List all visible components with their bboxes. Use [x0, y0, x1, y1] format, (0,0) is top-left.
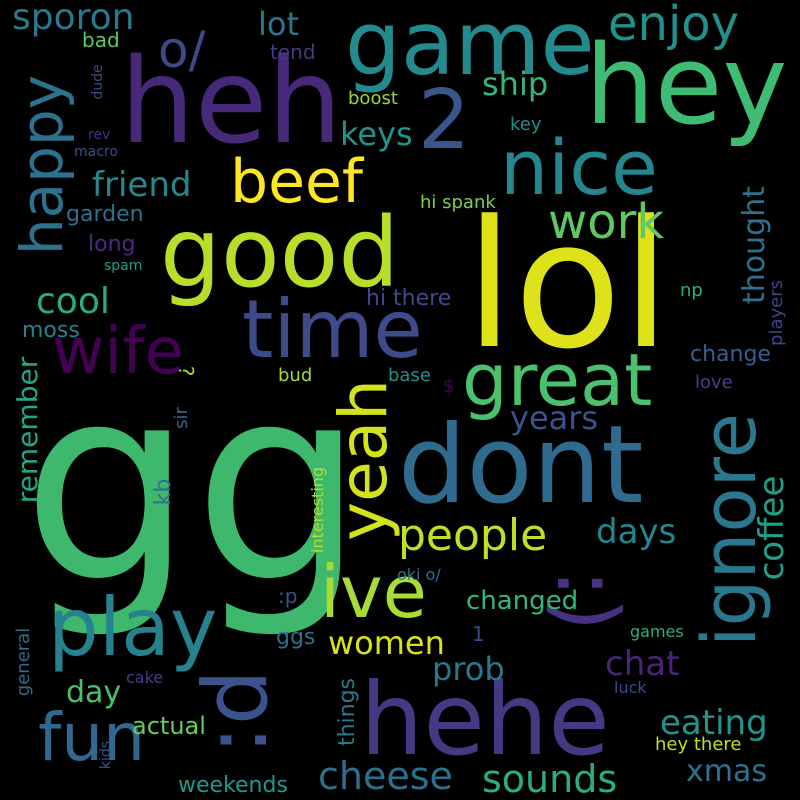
word-cake: cake [126, 668, 164, 687]
word-hey-there: hey there [655, 734, 742, 755]
word-friend: friend [92, 165, 192, 205]
word-lot: lot [258, 5, 300, 43]
word-prob: prob [432, 650, 505, 688]
word-things: things [335, 677, 360, 747]
word-play: play [48, 581, 218, 674]
word-kb: kb [151, 478, 176, 506]
word-keys: keys [340, 115, 413, 153]
word-rev: rev [88, 127, 111, 143]
word-gg: gg [22, 327, 365, 642]
word-good: good [160, 197, 400, 309]
word-yeah: yeah [325, 379, 402, 541]
word-changed: changed [466, 586, 579, 616]
word-change: change [690, 342, 771, 367]
word-happy: happy [8, 74, 76, 256]
word-base: base [388, 365, 431, 386]
word-sir: sir [171, 407, 192, 429]
word-games: games [630, 622, 684, 641]
word-fun: fun [38, 699, 145, 776]
word-garden: garden [66, 202, 144, 227]
word-chat: chat [605, 644, 680, 684]
word-ggs: ggs [276, 625, 316, 650]
word-sounds: sounds [482, 757, 618, 800]
word-interesting: interesting [308, 466, 327, 554]
word-hi-spank: hi spank [420, 192, 496, 213]
word-beef: beef [230, 147, 364, 217]
word-coffee: coffee [752, 475, 792, 581]
word-tend: tend [270, 40, 316, 64]
word-long: long [88, 232, 136, 257]
word-weekends: weekends [178, 773, 288, 798]
word-moss: moss [22, 318, 80, 343]
word-bud: bud [278, 365, 313, 386]
word-time: time [242, 283, 423, 376]
word-ship: ship [482, 65, 549, 103]
word-game: game [345, 0, 595, 95]
word-hi-there: hi there [366, 286, 452, 311]
word-luck: luck [614, 678, 647, 697]
word-hehe: hehe [360, 661, 610, 778]
word-oki-o-slash: oki o/ [397, 565, 441, 584]
word-2: 2 [418, 73, 471, 168]
word-hey: hey [585, 21, 788, 149]
word-boost: boost [348, 88, 398, 109]
word-kids: kids [98, 740, 114, 770]
word-love: love [695, 372, 733, 393]
word-xmas: xmas [686, 754, 767, 789]
word-macro: macro [74, 144, 118, 160]
word-colon-p: :p [278, 584, 298, 608]
word-lol: lol [465, 183, 671, 388]
word-sporon: sporon [12, 0, 135, 38]
word-question: ? [174, 365, 198, 377]
word-great: great [462, 338, 653, 422]
word-people: people [398, 510, 548, 561]
word-work: work [548, 194, 665, 250]
word-general: general [13, 627, 34, 697]
word-key: key [510, 114, 542, 135]
word-women: women [328, 624, 445, 662]
word-np: np [680, 280, 703, 301]
word-cool: cool [36, 281, 110, 322]
word-dude: dude [90, 64, 106, 100]
word-heh: heh [120, 32, 343, 170]
word-players: players [766, 280, 787, 346]
word-1: 1 [472, 622, 485, 646]
word-dont: dont [398, 403, 644, 528]
word-nice: nice [500, 123, 658, 212]
word-actual: actual [132, 712, 206, 740]
word-cheese: cheese [318, 754, 453, 798]
word-o-slash: o/ [158, 21, 206, 79]
word-wife: wife [52, 315, 185, 389]
word-remember: remember [11, 356, 44, 504]
word-ive: ive [320, 550, 427, 634]
word-eating: eating [660, 703, 768, 743]
word-enjoy: enjoy [608, 0, 740, 52]
word-days: days [596, 512, 677, 552]
word-bad: bad [82, 28, 120, 52]
word-day: day [66, 675, 122, 710]
word-dollar: $ [443, 376, 455, 397]
word-years: years [510, 399, 599, 437]
word-spam: spam [104, 258, 143, 274]
